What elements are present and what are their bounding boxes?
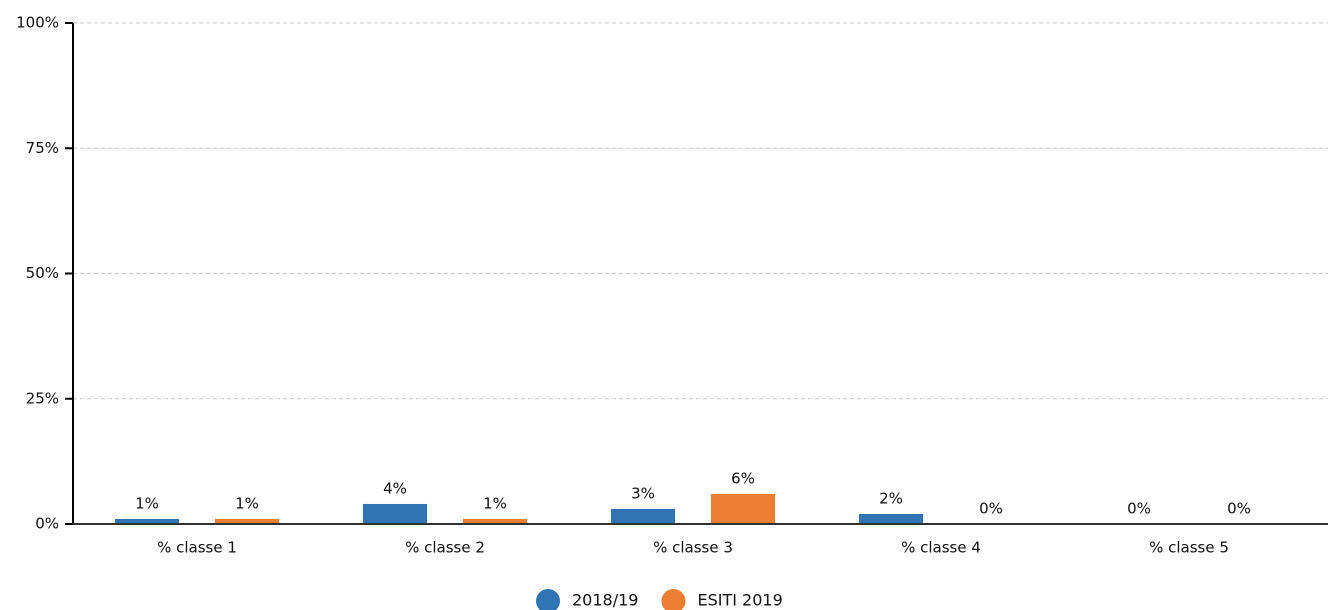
data-label: 1%: [483, 494, 507, 512]
legend-label: 2018/19: [572, 591, 638, 610]
data-label: 0%: [1227, 500, 1251, 518]
y-tick-label: 50%: [26, 264, 59, 282]
data-label: 1%: [135, 494, 159, 512]
legend-marker: [661, 589, 686, 610]
bar: [711, 493, 775, 524]
data-label: 2%: [879, 489, 903, 507]
y-tick-label: 75%: [26, 139, 59, 157]
x-tick-label: % classe 2: [405, 539, 485, 557]
data-label: 6%: [731, 469, 755, 487]
bar: [363, 503, 427, 524]
bar: [463, 518, 527, 524]
x-tick-label: % classe 1: [157, 539, 237, 557]
data-label: 4%: [383, 479, 407, 497]
x-tick-label: % classe 3: [653, 539, 733, 557]
bar: [115, 518, 179, 524]
bar: [611, 508, 675, 524]
data-label: 0%: [1127, 500, 1151, 518]
bar: [859, 513, 923, 524]
y-tick-label: 0%: [35, 515, 59, 533]
bar: [215, 518, 279, 524]
data-label: 1%: [235, 494, 259, 512]
data-label: 3%: [631, 484, 655, 502]
data-label: 0%: [979, 500, 1003, 518]
y-tick-label: 100%: [16, 14, 59, 32]
x-tick-label: % classe 4: [901, 539, 981, 557]
legend-marker: [536, 589, 560, 610]
x-tick-label: % classe 5: [1149, 539, 1229, 557]
y-tick-label: 25%: [26, 389, 59, 407]
legend-label: ESITI 2019: [697, 591, 782, 610]
